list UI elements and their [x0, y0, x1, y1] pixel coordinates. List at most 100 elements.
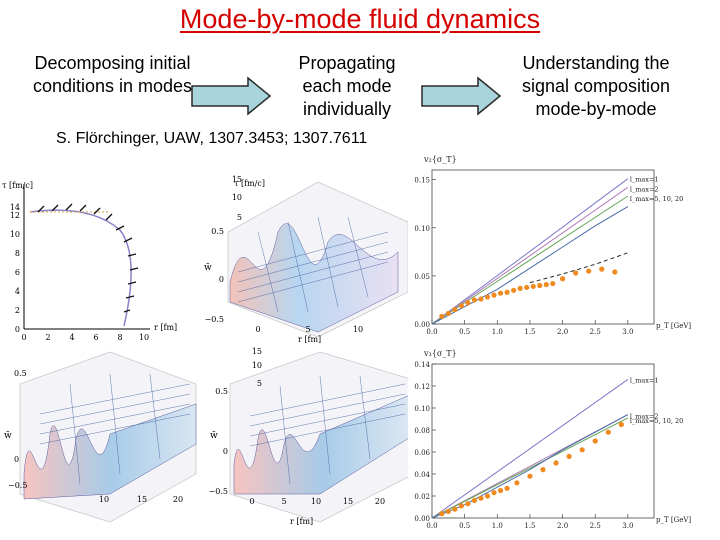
slide-title: Mode-by-mode fluid dynamics: [179, 4, 541, 34]
data-point: [550, 280, 556, 287]
data-point: [579, 447, 585, 453]
surface-ytick: 10: [252, 361, 262, 370]
y-tick-label: 0.00: [414, 515, 430, 523]
data-point: [527, 473, 533, 479]
flow-vector-plot: τ [fm/c] r [fm] 0 2 4 6 8 10 12 14 0 2 4…: [0, 174, 200, 344]
data-point: [511, 287, 517, 293]
data-point: [524, 284, 530, 291]
x-tick-label: 3.0: [622, 328, 633, 336]
surface-ytick: 15: [252, 347, 262, 356]
y-tick-label: 0.10: [414, 405, 430, 413]
plot-frame: [431, 169, 655, 325]
data-point: [540, 467, 546, 473]
surface-xtick: 10: [99, 495, 109, 504]
x-tick-label: 0.0: [426, 522, 437, 530]
data-point: [605, 429, 611, 435]
surface-plot-top: w̄ τ [fm/c] r [fm] 0.5 0 −0.5 5 10 15 0 …: [198, 172, 416, 344]
legend-label: l_max=2: [630, 413, 659, 421]
y-tick-label: 0.06: [414, 449, 430, 457]
flow-ytick: 2: [15, 306, 20, 315]
data-point: [484, 493, 491, 499]
y-axis-label: v₃{σ_T}: [423, 349, 457, 358]
surface-ztick: −0.5: [209, 487, 228, 496]
data-point: [465, 300, 471, 306]
surface-ztick: 0: [219, 275, 224, 284]
surface-xtick: 15: [343, 497, 353, 506]
y-tick-label: 0.14: [414, 361, 430, 369]
y-tick-label: 0.02: [414, 493, 430, 501]
x-tick-label: 0.5: [459, 522, 470, 530]
author-credit: S. Flörchinger, UAW, 1307.3453; 1307.761…: [56, 130, 368, 147]
v3-chart: 0.00 0.02 0.04 0.06 0.08 0.10 0.12 0.14 0.0 0.5 1.…: [408, 340, 698, 532]
x-tick-label: 1.5: [524, 522, 535, 530]
surface-xtick: 10: [353, 325, 363, 334]
flow-xtick: 8: [117, 333, 122, 342]
surface-ytick: 5: [257, 379, 262, 388]
data-point: [618, 421, 624, 428]
data-point: [491, 292, 497, 298]
flow-ytick: 4: [15, 287, 20, 296]
data-point: [445, 508, 451, 514]
data-point: [504, 289, 510, 295]
surface-xtick: 10: [311, 497, 321, 506]
data-point: [553, 460, 559, 466]
y-tick-label: 0.04: [414, 471, 430, 479]
x-tick-label: 0.5: [459, 328, 470, 336]
surface-ztick: 0.5: [211, 227, 224, 236]
surface-xtick: 5: [305, 325, 310, 334]
surface-zlabel: w̄: [210, 431, 218, 441]
data-point: [504, 485, 510, 491]
flow-ytick: 6: [15, 268, 20, 277]
legend-label: l_max=1: [630, 176, 659, 184]
data-point: [543, 281, 549, 288]
surface-ztick: −0.5: [8, 481, 27, 490]
surface-ytick: 0.5: [14, 369, 27, 378]
data-point: [559, 276, 566, 282]
x-tick-label: 2.0: [557, 328, 568, 336]
surface-ytick: 10: [232, 193, 242, 202]
data-point: [530, 283, 536, 290]
y-tick-label: 0.00: [414, 321, 430, 329]
data-point: [478, 495, 484, 501]
flow-xtick: 0: [21, 333, 26, 342]
surface-ytick: 5: [237, 213, 242, 222]
flow-ytick: 10: [10, 230, 20, 239]
x-tick-label: 1.0: [492, 522, 503, 530]
surface-zlabel: w̄: [204, 263, 212, 273]
data-point: [612, 269, 618, 275]
series-line: [431, 195, 629, 325]
y-tick-label: 0.15: [414, 177, 430, 185]
data-point: [497, 290, 504, 296]
x-axis-label: p_T [GeV]: [656, 322, 691, 330]
surface-ytick: 15: [232, 175, 242, 184]
plot-frame: [431, 363, 655, 519]
series-line: [431, 206, 629, 325]
x-tick-label: 1.5: [524, 328, 535, 336]
surface-ztick: 0: [223, 447, 228, 456]
surface-xtick: 20: [375, 497, 385, 506]
data-point: [439, 313, 445, 319]
series-line: [431, 186, 629, 325]
flow-plot-ylabel: τ [fm/c]: [2, 181, 33, 190]
series-line: [431, 417, 629, 519]
surface-ylabel: τ [fm/c]: [234, 179, 265, 188]
data-point: [537, 282, 543, 289]
x-axis-label: p_T [GeV]: [656, 516, 691, 524]
right-arrow-icon: [191, 76, 272, 116]
flow-xtick: 6: [93, 333, 98, 342]
y-tick-label: 0.08: [414, 427, 430, 435]
x-tick-label: 1.0: [492, 328, 503, 336]
y-tick-label: 0.10: [414, 225, 430, 233]
flow-ytick: 8: [15, 249, 20, 258]
surface-ztick: 0.5: [215, 387, 228, 396]
flow-ytick: 14: [10, 203, 20, 212]
data-point: [458, 303, 464, 309]
y-axis-label: v₂{σ_T}: [423, 155, 457, 164]
x-tick-label: 2.5: [590, 522, 601, 530]
data-point: [471, 297, 478, 303]
x-tick-label: 2.0: [557, 522, 568, 530]
v2-chart: 0.00 0.05 0.10 0.15 0.0 0.5 1.0 1.5 2.0 2.5 3.0 v₂{…: [408, 146, 698, 338]
legend-label: l_max=5, 10, 20: [630, 417, 683, 425]
data-point: [471, 497, 478, 503]
x-tick-label: 3.0: [622, 522, 633, 530]
